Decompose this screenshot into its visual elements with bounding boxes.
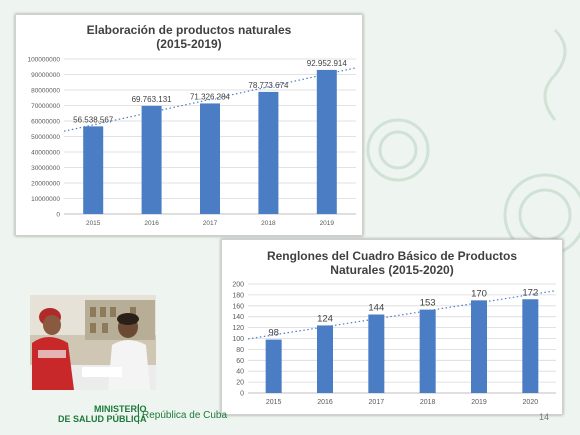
y-tick-label: 80	[236, 347, 244, 354]
bar-2018	[258, 91, 279, 214]
chart-card-production: Elaboración de productos naturales (2015…	[15, 14, 363, 236]
y-tick-label: 160	[232, 303, 244, 310]
y-tick-label: 20000000	[31, 181, 60, 188]
y-tick-label: 40	[236, 369, 244, 376]
bar-2015	[265, 339, 282, 393]
bar-2017	[368, 314, 385, 393]
y-tick-label: 50000000	[31, 134, 60, 141]
y-tick-label: 80000000	[31, 88, 60, 95]
y-tick-label: 180	[232, 292, 244, 299]
data-label: 153	[420, 298, 436, 309]
trendline	[63, 67, 357, 132]
x-tick-label: 2015	[266, 399, 282, 406]
footer-separator	[138, 404, 139, 424]
ministry-line-2: DE SALUD PÚBLICA	[58, 414, 147, 424]
bar-2019	[316, 69, 337, 214]
x-tick-label: 2017	[203, 220, 218, 227]
data-label: 170	[471, 288, 487, 299]
bar-2020	[522, 299, 539, 393]
pharmacy-photo	[30, 295, 156, 390]
data-label: 144	[368, 303, 384, 314]
y-tick-label: 20	[236, 380, 244, 387]
y-tick-label: 100000000	[27, 57, 60, 64]
data-label: 69.763.131	[132, 95, 173, 104]
x-tick-label: 2018	[261, 220, 276, 227]
y-tick-label: 10000000	[31, 196, 60, 203]
bar-2017	[200, 103, 220, 214]
bar-chart-production: 0 10000000 20000000 30000000 40000000 5000000…	[27, 57, 357, 227]
y-tick-label: 120	[232, 325, 244, 332]
trendline	[247, 290, 557, 340]
y-tick-label: 200	[232, 282, 244, 289]
ministry-line-1: MINISTERIO	[94, 404, 147, 414]
y-tick-label: 100	[232, 336, 244, 343]
bar-2016	[317, 325, 333, 393]
bar-2016	[141, 105, 162, 214]
x-tick-label: 2016	[144, 220, 159, 227]
chart-title: Renglones del Cuadro Básico de Productos…	[222, 249, 562, 277]
data-label: 98	[268, 328, 279, 339]
country-label: República de Cuba	[142, 410, 228, 421]
chart-title-line-1: Elaboración de productos naturales	[86, 23, 292, 37]
y-tick-label: 40000000	[31, 150, 60, 157]
y-tick-label: 90000000	[31, 72, 60, 79]
x-tick-label: 2020	[523, 399, 539, 406]
chart-title: Elaboración de productos naturales (2015…	[16, 23, 362, 51]
ministry-logo: MINISTERIO DE SALUD PÚBLICA	[58, 404, 147, 424]
y-tick-label: 70000000	[31, 103, 60, 110]
data-label: 56.538.567	[73, 115, 114, 124]
bar-2018	[419, 309, 436, 393]
y-tick-label: 30000000	[31, 165, 60, 172]
chart-title-line-2: Naturales (2015-2020)	[330, 263, 454, 277]
y-tick-label: 0	[240, 391, 244, 398]
x-tick-label: 2017	[369, 399, 385, 406]
chart-title-line-2: (2015-2019)	[156, 37, 222, 51]
x-tick-label: 2015	[86, 220, 101, 227]
data-label: 172	[522, 287, 538, 298]
page-number: 14	[539, 412, 550, 422]
chart-card-renglones: Renglones del Cuadro Básico de Productos…	[221, 239, 563, 415]
data-label: 71.326.284	[190, 92, 231, 101]
data-label: 124	[317, 313, 333, 324]
bar-chart-renglones: 0 20 40 60 80 100 120 140 160 180 200 2015 98 2016 124…	[232, 282, 557, 406]
chart-title-line-1: Renglones del Cuadro Básico de Productos	[266, 249, 518, 263]
y-tick-label: 60	[236, 358, 244, 365]
y-tick-label: 0	[56, 212, 60, 219]
x-tick-label: 2019	[320, 220, 335, 227]
data-label: 92.952.914	[307, 59, 348, 68]
bar-2015	[83, 126, 104, 214]
x-tick-label: 2016	[317, 399, 333, 406]
x-tick-label: 2019	[471, 399, 487, 406]
bar-2019	[471, 300, 487, 393]
data-label: 78.773.674	[248, 81, 289, 90]
x-tick-label: 2018	[420, 399, 436, 406]
y-tick-label: 140	[232, 314, 244, 321]
y-tick-label: 60000000	[31, 119, 60, 126]
